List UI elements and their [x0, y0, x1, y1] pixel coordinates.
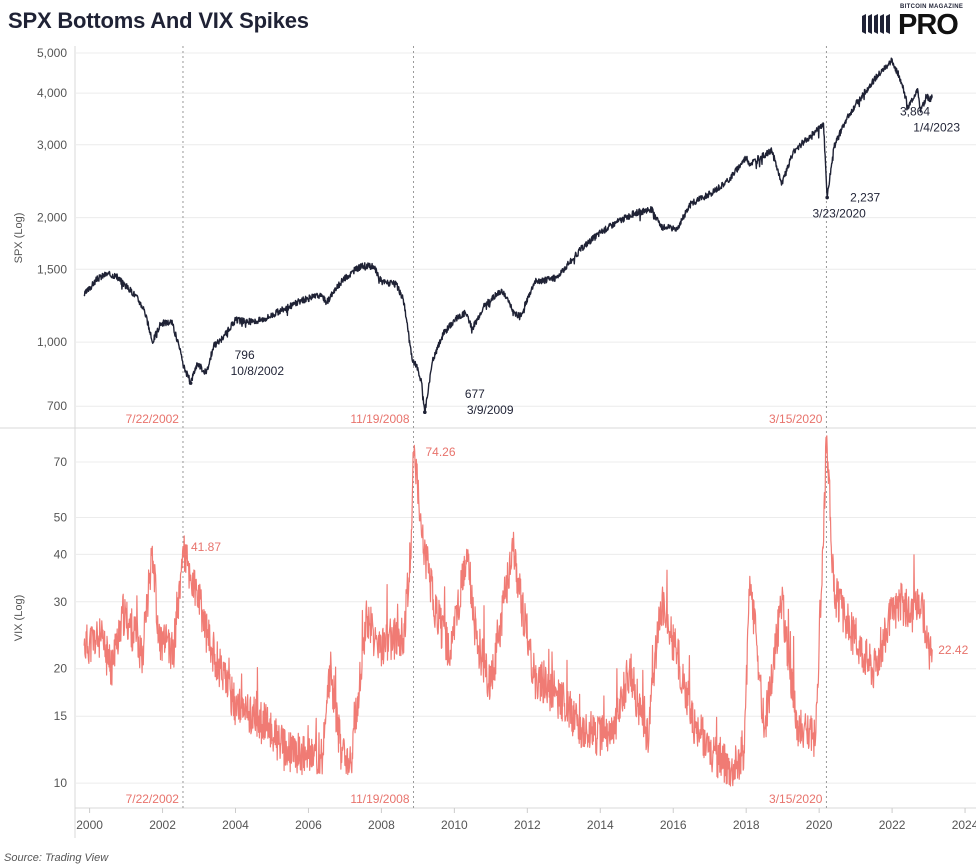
vix-y-tick-label: 10 [54, 776, 68, 790]
spx-annotation-date: 3/9/2009 [467, 403, 514, 417]
vix-event-label: 3/15/2020 [769, 792, 823, 806]
spx-annotation-date: 10/8/2002 [231, 364, 285, 378]
annotation-layer: 7/22/2002 7/22/2002 11/19/2008 11/19/2008 3/… [126, 97, 969, 806]
spx-annotation-value: 796 [235, 348, 255, 362]
vix-annotation-value: 22.42 [938, 643, 968, 657]
x-tick-label: 2018 [733, 818, 760, 832]
x-tick-label: 2002 [149, 818, 176, 832]
vix-y-tick-label: 30 [54, 595, 68, 609]
event-lines [182, 46, 827, 808]
spx-annotation-value: 2,237 [850, 191, 880, 205]
x-tick-label: 2010 [441, 818, 468, 832]
logo-bars-icon [862, 14, 890, 34]
logo-top-text: BITCOIN MAGAZINE [900, 4, 964, 10]
spx-y-tick-label: 4,000 [37, 86, 67, 100]
spx-point-marker [927, 97, 931, 102]
x-tick-label: 2000 [76, 818, 103, 832]
vix-y-tick-label: 70 [54, 455, 68, 469]
spx-annotation-value: 677 [465, 387, 485, 401]
x-tick-label: 2024 [952, 818, 976, 832]
x-tick-label: 2012 [514, 818, 541, 832]
spx-annotation-value: 3,864 [900, 104, 930, 118]
vix-event-label: 11/19/2008 [350, 792, 409, 806]
spx-event-label: 7/22/2002 [126, 412, 180, 426]
spx-y-tick-label: 1,500 [37, 262, 67, 276]
spx-point-marker [825, 195, 829, 200]
vix-y-tick-label: 15 [54, 709, 68, 723]
vix-y-tick-label: 50 [54, 511, 68, 525]
vix-y-tick-label: 20 [54, 662, 68, 676]
chart-title: SPX Bottoms And VIX Spikes [8, 8, 309, 33]
vix-annotation-value: 74.26 [426, 445, 456, 459]
spx-y-tick-label: 700 [47, 399, 67, 413]
spx-annotation-date: 3/23/2020 [812, 207, 866, 221]
series-layer [83, 57, 933, 787]
tick-layer: 700 1,000 1,500 2,000 3,000 4,000 5,000 10 15 20 3… [37, 46, 976, 832]
brand-logo: BITCOIN MAGAZINE PRO [862, 4, 972, 41]
spx-y-tick-label: 3,000 [37, 138, 67, 152]
vix-axis-label: VIX (Log) [13, 595, 25, 641]
spx-event-label: 11/19/2008 [350, 412, 409, 426]
spx-y-tick-label: 5,000 [37, 46, 67, 60]
logo-word: PRO [898, 9, 959, 41]
spx-y-tick-label: 2,000 [37, 211, 67, 225]
spx-series-line [83, 57, 933, 413]
vix-series-line [83, 435, 933, 787]
x-tick-label: 2008 [368, 818, 395, 832]
spx-annotation-date: 1/4/2023 [913, 120, 960, 134]
vix-event-label: 7/22/2002 [126, 792, 180, 806]
spx-point-marker [188, 381, 193, 385]
spx-point-marker [423, 410, 427, 415]
spx-axis-label: SPX (Log) [13, 213, 25, 264]
x-tick-label: 2020 [806, 818, 833, 832]
x-tick-label: 2016 [660, 818, 687, 832]
x-tick-label: 2004 [222, 818, 249, 832]
spx-y-tick-label: 1,000 [37, 335, 67, 349]
x-tick-label: 2006 [295, 818, 322, 832]
vix-y-tick-label: 40 [54, 547, 68, 561]
grid-layer [75, 52, 976, 784]
spx-event-label: 3/15/2020 [769, 412, 823, 426]
vix-annotation-value: 41.87 [191, 540, 221, 554]
x-tick-label: 2014 [587, 818, 614, 832]
x-tick-label: 2022 [879, 818, 906, 832]
source-note: Source: Trading View [4, 852, 109, 864]
